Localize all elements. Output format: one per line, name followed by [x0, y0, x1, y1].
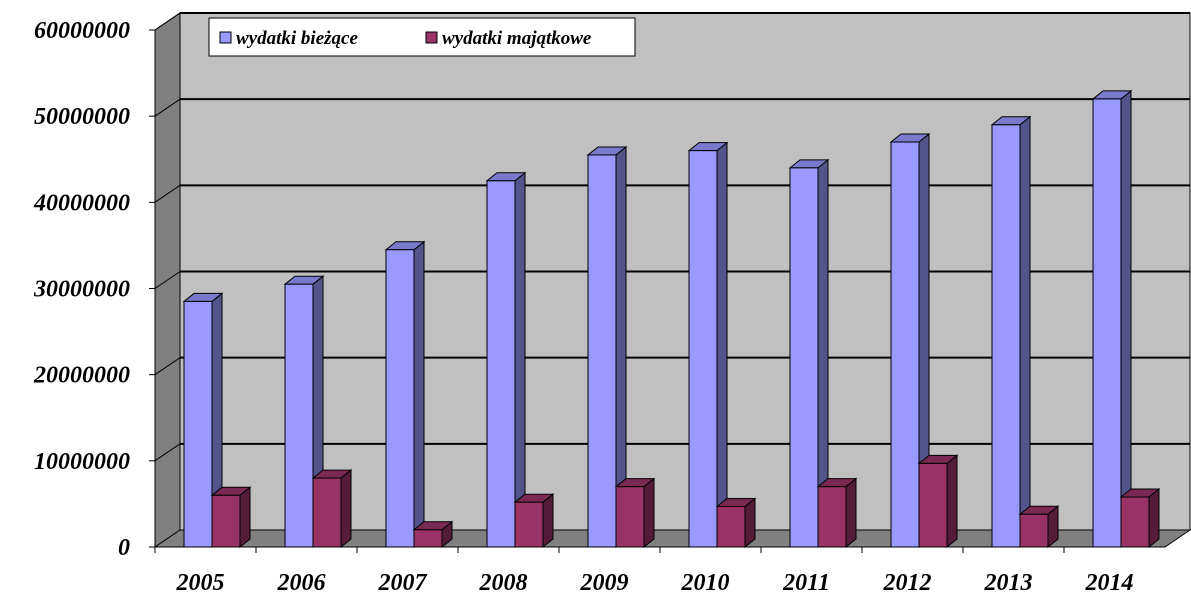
gridline-side: [154, 271, 181, 289]
gridline-side: [154, 12, 181, 31]
y-tick-label: 50000000: [34, 104, 130, 130]
bar-front: [486, 180, 516, 548]
y-tick-label: 40000000: [33, 190, 130, 216]
bar-front: [918, 462, 948, 548]
x-tick-label: 2014: [1085, 570, 1134, 594]
bar-front: [615, 486, 645, 548]
bar-front: [716, 506, 746, 548]
x-tick-label: 2013: [984, 570, 1033, 594]
bar-side: [716, 141, 728, 549]
x-tick-label: 2011: [782, 570, 830, 594]
bar-front: [211, 494, 241, 548]
legend-label-1: wydatki majątkowe: [442, 28, 592, 49]
bar: [687, 141, 729, 549]
bar-front: [284, 283, 314, 548]
bar-side: [643, 477, 655, 549]
x-tick-label: 2008: [479, 570, 528, 594]
bar-side: [1019, 115, 1031, 549]
bar: [485, 171, 527, 549]
bar: [311, 469, 353, 549]
bar: [1119, 487, 1161, 549]
bar: [917, 454, 959, 549]
bar-front: [991, 124, 1021, 548]
x-tick-label: 2009: [580, 570, 629, 594]
bar: [816, 477, 858, 549]
y-tick-label: 10000000: [34, 449, 130, 475]
bar-front: [385, 249, 415, 548]
bar-front: [413, 529, 443, 548]
gridline-side: [154, 184, 181, 203]
x-tick-label: 2007: [378, 570, 428, 594]
legend-swatch-1: [425, 31, 438, 44]
bar: [210, 486, 252, 549]
legend-box: [208, 17, 636, 57]
x-tick-label: 2010: [681, 570, 730, 594]
bar: [889, 132, 931, 549]
gridline-side: [154, 98, 181, 117]
gridline-side: [154, 357, 181, 376]
y-tick-label: 0: [118, 535, 130, 561]
x-tick-label: 2012: [883, 570, 932, 594]
bar-side: [542, 493, 554, 549]
legend-swatch-0: [219, 31, 232, 44]
y-axis: 0 10000000 20000000 30000000 40000000 5000000…: [33, 18, 156, 561]
bar-front: [789, 167, 819, 548]
bar: [586, 145, 628, 549]
bar: [614, 477, 656, 549]
bar-side: [340, 469, 352, 549]
gridline-side: [154, 443, 181, 462]
bar-front: [817, 486, 847, 548]
bar-front: [890, 141, 920, 548]
y-tick-label: 20000000: [33, 363, 130, 389]
bar: [513, 493, 555, 549]
bar-side: [514, 171, 526, 549]
bar-side: [845, 477, 857, 549]
x-tick-label: 2006: [277, 570, 326, 594]
bar: [1091, 89, 1133, 549]
bar-front: [514, 501, 544, 548]
y-tick-label: 30000000: [33, 277, 130, 303]
bar-front: [688, 150, 718, 548]
bar: [412, 520, 454, 549]
bar: [384, 240, 426, 549]
bar: [990, 115, 1032, 549]
bar: [715, 497, 757, 549]
bar-side: [1120, 89, 1132, 549]
x-tick-label: 2005: [176, 570, 225, 594]
bar-front: [587, 154, 617, 548]
bar-front: [1092, 98, 1122, 548]
bar-side: [946, 454, 958, 549]
legend: wydatki bieżące wydatki majątkowe: [208, 17, 636, 57]
bar-side: [239, 486, 251, 549]
x-axis: 2005 2006 2007 2008 2009 2010 2011 2012 2013 2014: [154, 546, 1165, 594]
legend-label-0: wydatki bieżące: [236, 28, 358, 49]
bar: [283, 275, 325, 549]
y-tick-label: 60000000: [34, 18, 130, 44]
bar-front: [1019, 513, 1049, 548]
bar-side: [1148, 487, 1160, 549]
bar: [1018, 505, 1060, 549]
bar-front: [1120, 496, 1150, 548]
bar-side: [413, 240, 425, 549]
bar-front: [312, 477, 342, 548]
bar-front: [183, 300, 213, 548]
bars: [182, 89, 1161, 549]
